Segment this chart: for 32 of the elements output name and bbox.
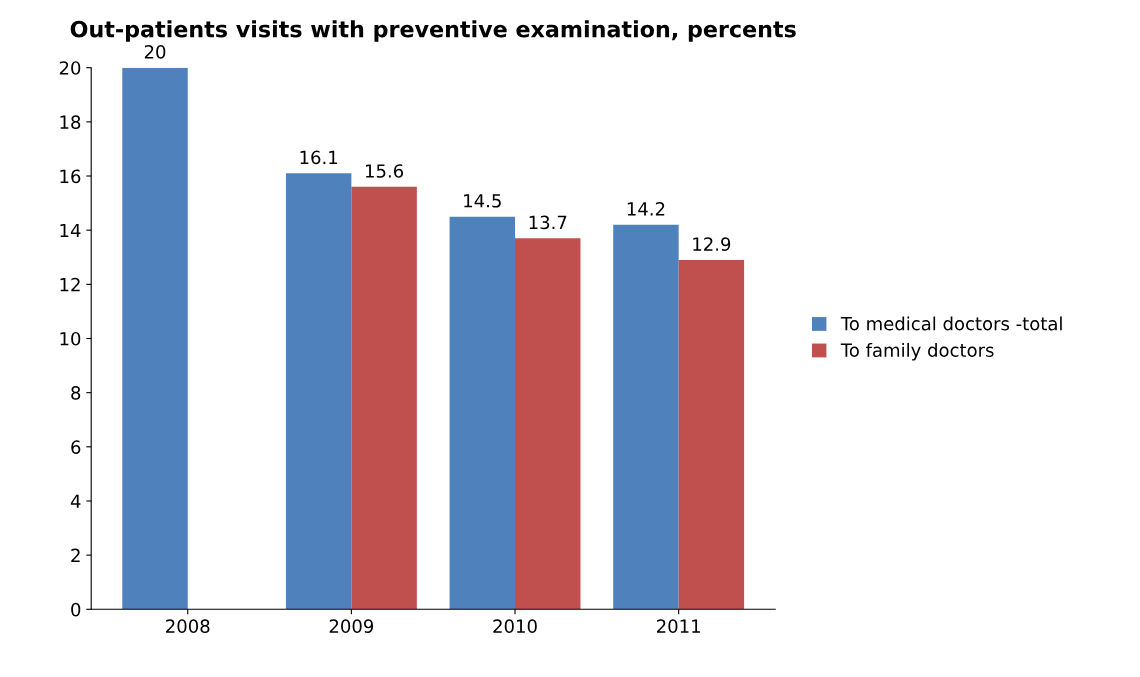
bar	[613, 224, 679, 610]
x-tick-label: 2009	[329, 619, 374, 633]
y-tick-label: 20	[59, 61, 81, 75]
x-tick-label: 2008	[166, 619, 210, 633]
bar	[515, 238, 581, 610]
y-tick-label: 10	[60, 331, 81, 346]
bar	[449, 216, 516, 610]
y-tick-label: 12	[60, 277, 80, 292]
y-tick-label: 14	[60, 223, 81, 238]
bar	[678, 259, 745, 610]
y-tick-label: 18	[60, 115, 81, 129]
data-label: 13.7	[529, 215, 567, 230]
chart-title: Out-patients visits with preventive examination, percents	[70, 20, 796, 42]
y-tick-label: 16	[60, 169, 81, 184]
bar	[285, 173, 352, 610]
data-label: 14.2	[627, 202, 665, 216]
bar	[122, 67, 188, 610]
y-tick-label: 2	[71, 548, 80, 562]
data-label: 12.9	[693, 237, 731, 251]
y-tick-label: 0	[71, 602, 81, 617]
y-tick-label: 8	[71, 386, 81, 400]
y-tick-label: 6	[71, 440, 81, 454]
data-label: 15.6	[365, 164, 404, 178]
data-label: 16.1	[300, 150, 338, 165]
legend-label: To family doctors	[840, 343, 994, 361]
data-label: 20	[144, 44, 166, 59]
y-tick-label: 4	[70, 494, 81, 508]
bar	[351, 186, 417, 610]
data-label: 14.5	[464, 194, 501, 208]
x-tick-label: 2010	[493, 619, 537, 633]
legend-label: To medical doctors -total	[840, 316, 1062, 331]
x-tick-label: 2011	[657, 619, 700, 633]
